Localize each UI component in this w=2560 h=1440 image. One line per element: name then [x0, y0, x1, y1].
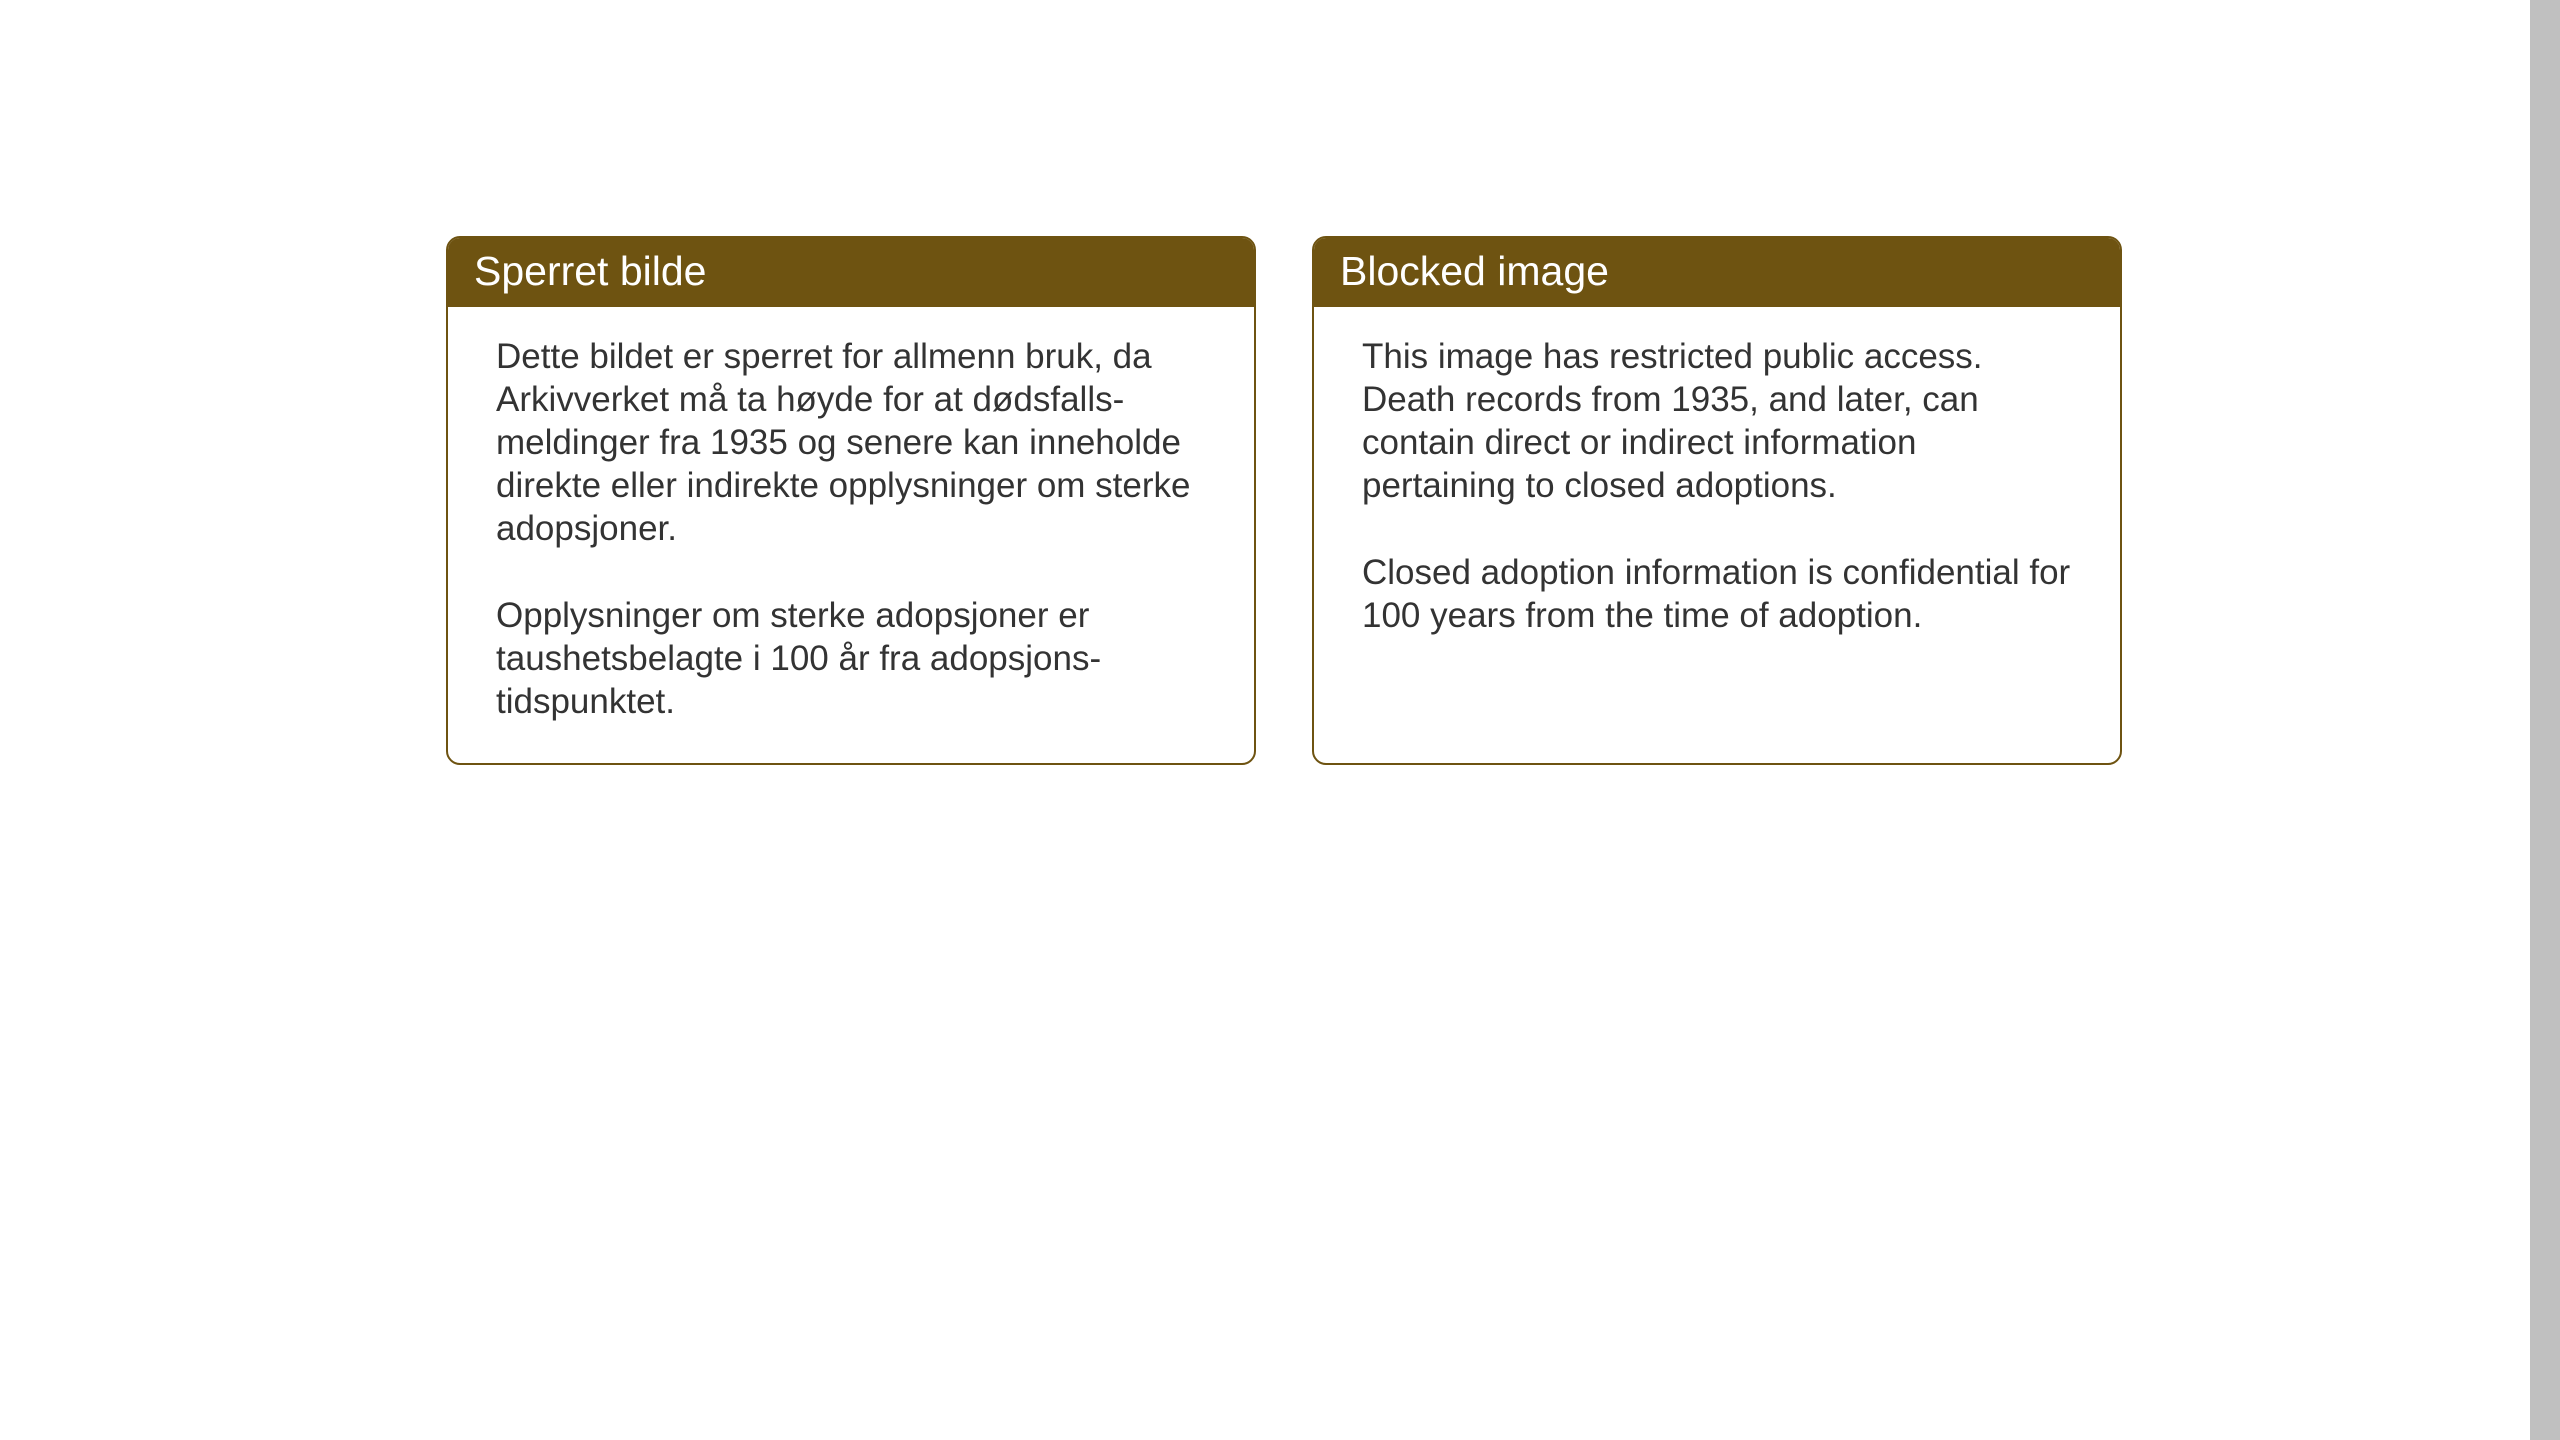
vertical-scrollbar[interactable] [2530, 0, 2560, 1440]
card-norwegian-paragraph-2: Opplysninger om sterke adopsjoner er tau… [496, 594, 1206, 723]
card-norwegian-body: Dette bildet er sperret for allmenn bruk… [448, 307, 1254, 763]
card-english-header: Blocked image [1314, 238, 2120, 307]
card-english-title: Blocked image [1340, 248, 1609, 294]
card-english-paragraph-2: Closed adoption information is confident… [1362, 551, 2072, 637]
card-norwegian-paragraph-1: Dette bildet er sperret for allmenn bruk… [496, 335, 1206, 550]
cards-container: Sperret bilde Dette bildet er sperret fo… [0, 0, 2560, 765]
card-english-body: This image has restricted public access.… [1314, 307, 2120, 677]
card-english-paragraph-1: This image has restricted public access.… [1362, 335, 2072, 507]
scrollbar-thumb[interactable] [2530, 0, 2560, 1440]
card-english: Blocked image This image has restricted … [1312, 236, 2122, 765]
card-norwegian: Sperret bilde Dette bildet er sperret fo… [446, 236, 1256, 765]
card-norwegian-title: Sperret bilde [474, 248, 706, 294]
card-norwegian-header: Sperret bilde [448, 238, 1254, 307]
